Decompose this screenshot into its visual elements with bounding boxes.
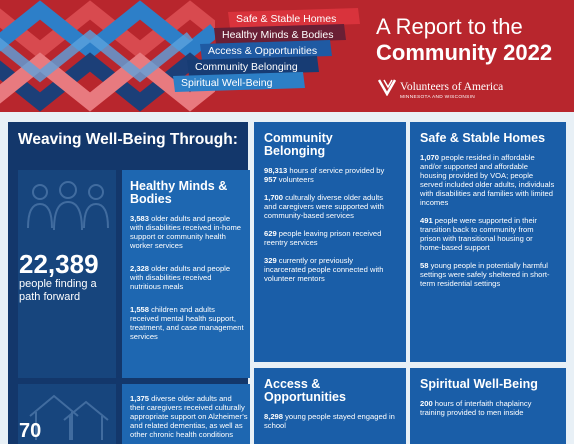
- stat-number: 957: [264, 175, 277, 184]
- stat-number: 58: [420, 261, 429, 270]
- safe-homes-stat-1: 1,070 people resided in affordable and/o…: [420, 153, 556, 207]
- stat-number: 1,700: [264, 193, 284, 202]
- healthy-minds-title: Healthy Minds & Bodies: [130, 179, 228, 206]
- stat-number: 1,375: [130, 394, 150, 403]
- people-group-icon: [27, 181, 109, 231]
- stat-text: children and adults received mental heal…: [130, 305, 244, 341]
- healthy-minds-stat-3: 1,558 children and adults received menta…: [130, 305, 244, 341]
- community-stat-2: 1,700 culturally diverse older adults an…: [264, 193, 396, 220]
- stat-text: currently or previously incarcerated peo…: [264, 256, 384, 283]
- report-title-year: Community 2022: [376, 40, 553, 65]
- stat-text: people resided in affordable and/or supp…: [420, 153, 555, 207]
- ribbon-bands: [173, 8, 360, 92]
- access-title: Access & Opportunities: [264, 377, 346, 404]
- second-stat-box: 70: [18, 384, 116, 444]
- community-belonging-card: Community Belonging 98,313 hours of serv…: [254, 122, 406, 362]
- safe-homes-stat-2: 491 people were supported in their trans…: [420, 216, 556, 252]
- healthy-minds-stat-4: 1,375 diverse older adults and their car…: [130, 394, 248, 439]
- report-title: A Report to the: [376, 14, 523, 39]
- safe-homes-card: Safe & Stable Homes 1,070 people resided…: [410, 122, 566, 362]
- report-banner: Safe & Stable Homes Healthy Minds & Bodi…: [0, 0, 574, 112]
- healthy-minds-content: Healthy Minds & Bodies 3,583 older adult…: [130, 180, 244, 355]
- total-people-number: 22,389: [19, 249, 99, 279]
- woven-ribbon-graphic: [0, 0, 215, 112]
- stat-text: hours of service provided by: [287, 166, 385, 175]
- stat-text: volunteers: [276, 175, 314, 184]
- stat-number: 1,070: [420, 153, 440, 162]
- ribbon-label-safe-homes: Safe & Stable Homes: [236, 13, 337, 25]
- house-icon: [29, 394, 109, 440]
- ribbon-label-access: Access & Opportunities: [208, 45, 318, 57]
- ribbon-label-healthy-minds: Healthy Minds & Bodies: [222, 29, 334, 41]
- safe-homes-title: Safe & Stable Homes: [420, 131, 546, 145]
- stat-number: 329: [264, 256, 277, 265]
- weaving-heading: Weaving Well-Being Through:: [18, 131, 238, 148]
- stat-text: people were supported in their transitio…: [420, 216, 537, 252]
- weaving-panel: Weaving Well-Being Through: 22,389 peopl…: [8, 122, 250, 444]
- stat-number: 1,558: [130, 305, 150, 314]
- spiritual-title: Spiritual Well-Being: [420, 377, 538, 391]
- safe-homes-stat-3: 58 young people in potentially harmful s…: [420, 261, 556, 288]
- healthy-minds-box: Healthy Minds & Bodies 3,583 older adult…: [122, 170, 250, 378]
- voa-logo-icon: [378, 79, 397, 96]
- healthy-minds-stat-1: 3,583 older adults and people with disab…: [130, 214, 244, 250]
- stat-text: people leaving prison received reentry s…: [264, 229, 382, 247]
- stat-text: diverse older adults and their caregiver…: [130, 394, 248, 439]
- second-stat-number: 70: [19, 420, 42, 442]
- community-stat-1: 98,313 hours of service provided by 957 …: [264, 166, 396, 184]
- stat-text: young people stayed engaged in school: [264, 412, 395, 430]
- access-stat-1: 8,298 young people stayed engaged in sch…: [264, 412, 396, 430]
- community-stat-4: 329 currently or previously incarcerated…: [264, 256, 396, 283]
- ribbon-label-spiritual: Spiritual Well-Being: [181, 77, 273, 89]
- logo-subtitle: MINNESOTA AND WISCONSIN: [400, 95, 476, 100]
- voa-logo: Volunteers of America MINNESOTA AND WISC…: [378, 78, 508, 104]
- access-card: Access & Opportunities 8,298 young peopl…: [254, 368, 406, 444]
- stat-number: 98,313: [264, 166, 288, 175]
- stat-number: 8,298: [264, 412, 284, 421]
- community-belonging-title: Community Belonging: [264, 131, 333, 158]
- stat-text: young people in potentially harmful sett…: [420, 261, 550, 288]
- total-people-box: [18, 170, 116, 378]
- spiritual-stat-1: 200 hours of interfaith chaplaincy train…: [420, 399, 556, 417]
- healthy-minds-stat-2: 2,328 older adults and people with disab…: [130, 264, 244, 291]
- spiritual-card: Spiritual Well-Being 200 hours of interf…: [410, 368, 566, 444]
- stat-text: culturally diverse older adults and care…: [264, 193, 384, 220]
- healthy-minds-content-continued: 1,375 diverse older adults and their car…: [130, 394, 248, 444]
- stat-text: older adults and people with disabilitie…: [130, 214, 242, 250]
- stat-number: 200: [420, 399, 433, 408]
- logo-name: Volunteers of America: [400, 81, 504, 93]
- report-body: Weaving Well-Being Through: 22,389 peopl…: [0, 112, 574, 444]
- stat-text: older adults and people with disabilitie…: [130, 264, 231, 291]
- community-stat-3: 629 people leaving prison received reent…: [264, 229, 396, 247]
- ribbon-label-community: Community Belonging: [195, 61, 298, 73]
- stat-text: hours of interfaith chaplaincy training …: [420, 399, 532, 417]
- stat-number: 629: [264, 229, 277, 238]
- stat-number: 491: [420, 216, 433, 225]
- total-people-caption: people finding a path forward: [19, 278, 97, 303]
- healthy-minds-box-continued: 1,375 diverse older adults and their car…: [122, 384, 250, 444]
- stat-number: 3,583: [130, 214, 150, 223]
- stat-number: 2,328: [130, 264, 150, 273]
